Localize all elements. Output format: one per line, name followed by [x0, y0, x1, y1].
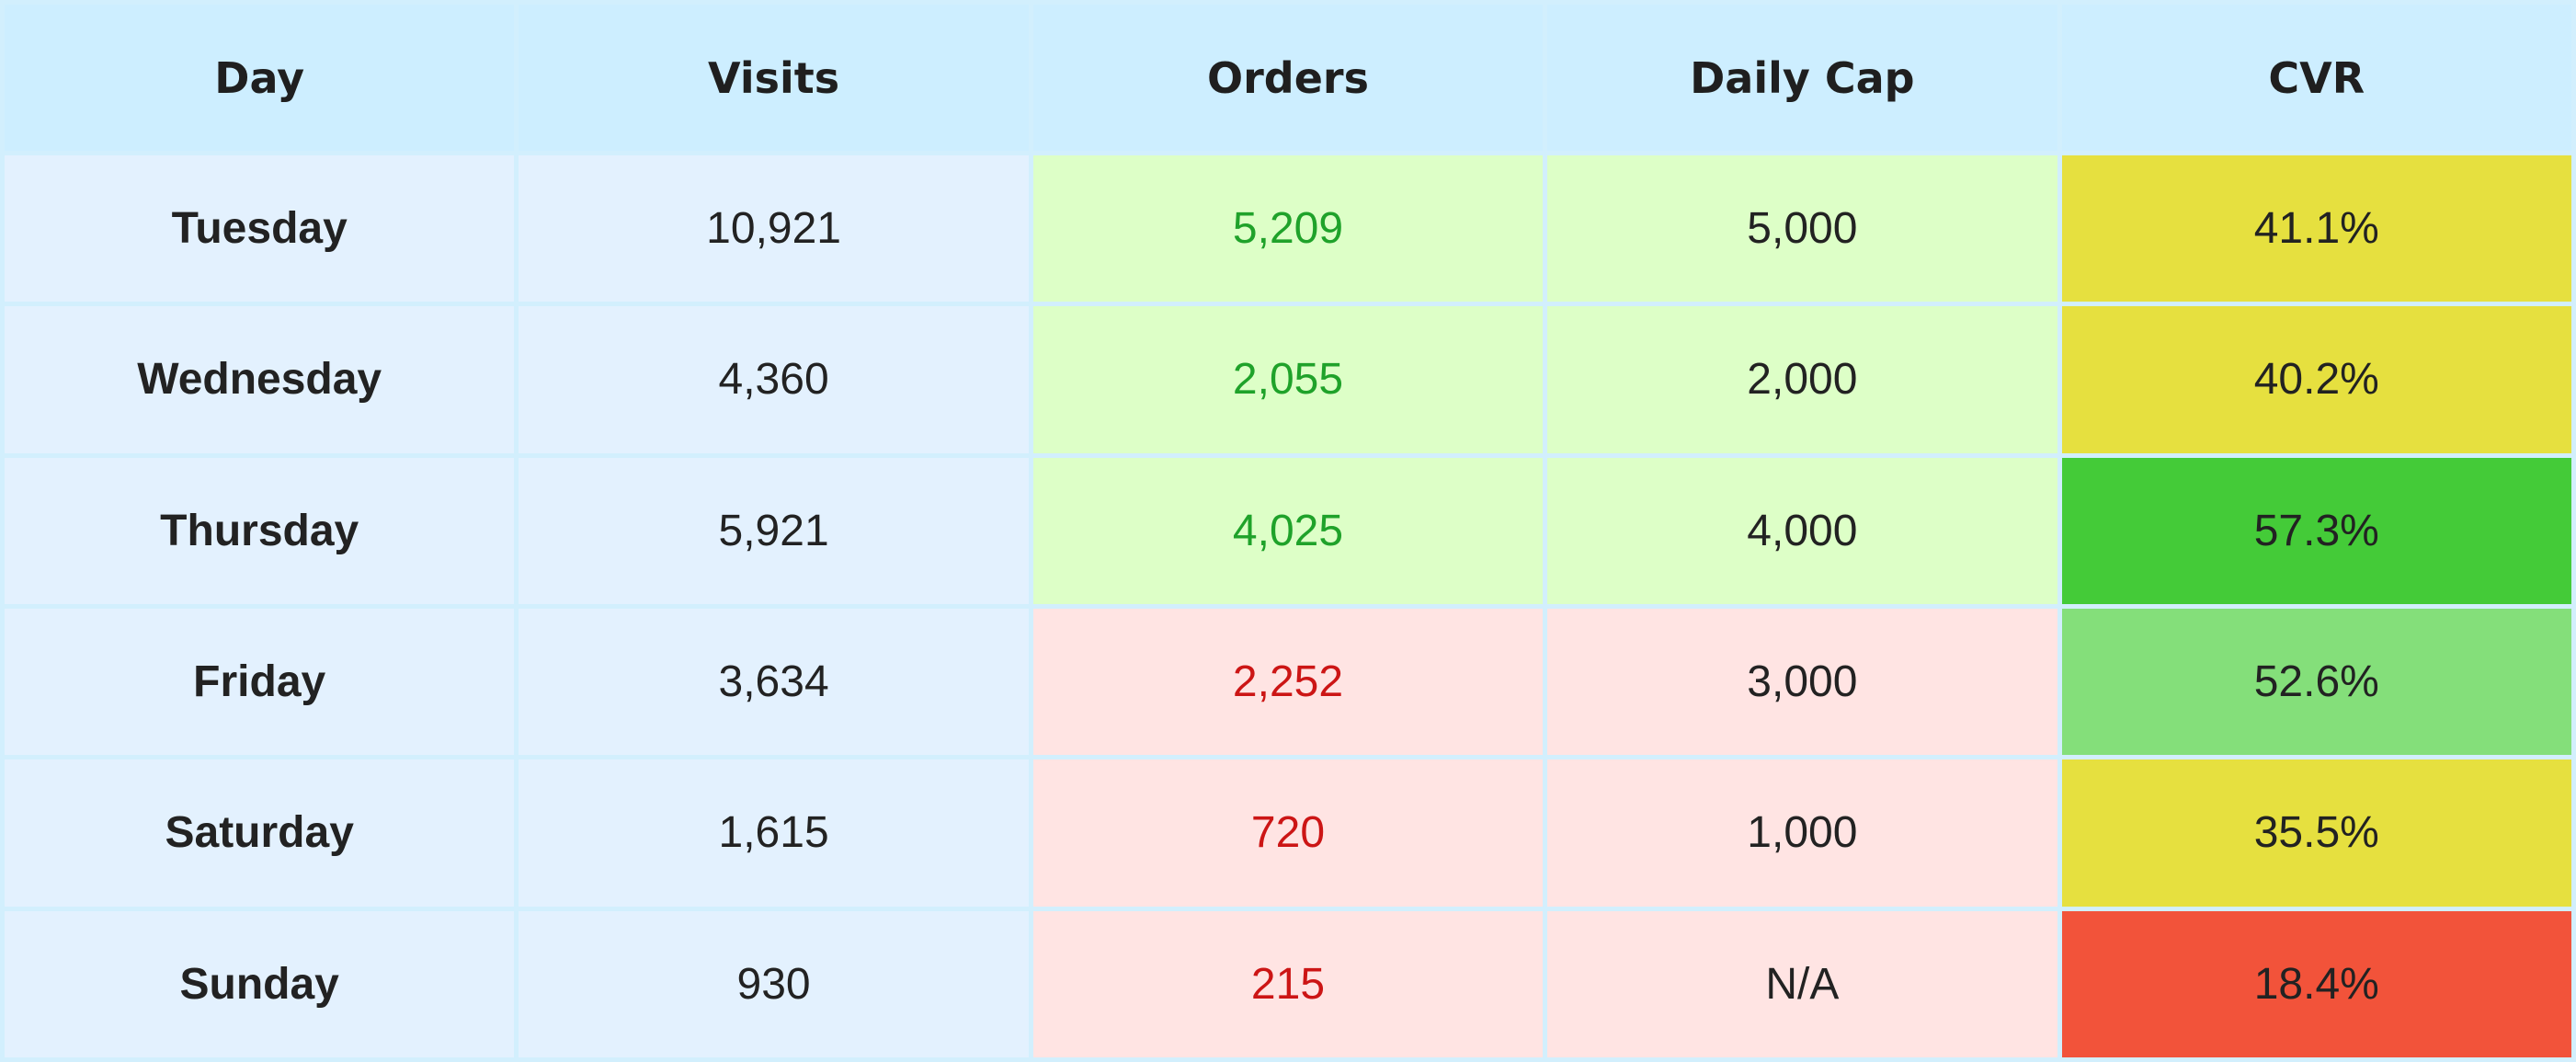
table-body: Tuesday 10,921 5,209 5,000 41.1% Wednesd…	[5, 155, 2571, 1057]
daily-cap-cell: 5,000	[1547, 155, 2057, 303]
orders-cell: 720	[1032, 759, 1544, 907]
orders-cell: 5,209	[1032, 155, 1544, 303]
visits-cell: 5,921	[519, 457, 1029, 604]
header-visits: Visits	[519, 5, 1029, 151]
cvr-cell: 41.1%	[2061, 155, 2571, 303]
cvr-cell: 35.5%	[2061, 759, 2571, 907]
orders-cell: 2,055	[1032, 306, 1544, 453]
visits-cell: 10,921	[519, 155, 1029, 303]
visits-cell: 3,634	[519, 608, 1029, 756]
orders-cell: 215	[1032, 910, 1544, 1057]
table-row: Saturday 1,615 720 1,000 35.5%	[5, 759, 2571, 907]
orders-cell: 2,252	[1032, 608, 1544, 756]
day-cell: Saturday	[5, 759, 515, 907]
orders-cell: 4,025	[1032, 457, 1544, 604]
daily-cap-cell: 1,000	[1547, 759, 2057, 907]
cvr-cell: 52.6%	[2061, 608, 2571, 756]
day-cell: Wednesday	[5, 306, 515, 453]
header-day: Day	[5, 5, 515, 151]
day-cell: Tuesday	[5, 155, 515, 303]
header-daily-cap: Daily Cap	[1547, 5, 2057, 151]
table-row: Wednesday 4,360 2,055 2,000 40.2%	[5, 306, 2571, 453]
cvr-cell: 18.4%	[2061, 910, 2571, 1057]
table-row: Tuesday 10,921 5,209 5,000 41.1%	[5, 155, 2571, 303]
header-cvr: CVR	[2061, 5, 2571, 151]
table-row: Thursday 5,921 4,025 4,000 57.3%	[5, 457, 2571, 604]
daily-cap-cell: 2,000	[1547, 306, 2057, 453]
visits-cell: 4,360	[519, 306, 1029, 453]
table-header: Day Visits Orders Daily Cap CVR	[5, 5, 2571, 151]
cvr-cell: 40.2%	[2061, 306, 2571, 453]
cvr-cell: 57.3%	[2061, 457, 2571, 604]
day-cell: Sunday	[5, 910, 515, 1057]
header-orders: Orders	[1032, 5, 1544, 151]
header-row: Day Visits Orders Daily Cap CVR	[5, 5, 2571, 151]
table-row: Friday 3,634 2,252 3,000 52.6%	[5, 608, 2571, 756]
day-cell: Friday	[5, 608, 515, 756]
visits-cell: 930	[519, 910, 1029, 1057]
daily-cap-cell: N/A	[1547, 910, 2057, 1057]
daily-cap-cell: 4,000	[1547, 457, 2057, 604]
daily-cap-cell: 3,000	[1547, 608, 2057, 756]
table-row: Sunday 930 215 N/A 18.4%	[5, 910, 2571, 1057]
day-cell: Thursday	[5, 457, 515, 604]
visits-cell: 1,615	[519, 759, 1029, 907]
